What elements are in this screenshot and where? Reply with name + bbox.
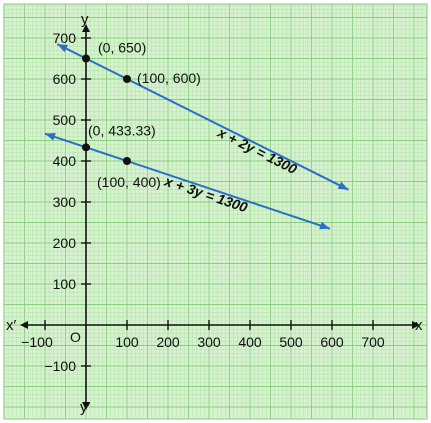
- point-label: (0, 650): [98, 40, 146, 56]
- x-tick-label: 300: [197, 334, 221, 350]
- x-axis-arrow-right: [412, 321, 420, 329]
- point-marker: [123, 157, 131, 165]
- x-tick-label: 100: [115, 334, 139, 350]
- y-tick-label: 600: [53, 71, 77, 87]
- x-tick-label: 600: [320, 334, 344, 350]
- axes: [20, 24, 420, 410]
- points: (0, 650) (100, 600) (0, 433.33) (100, 400): [82, 40, 201, 190]
- point-marker: [82, 143, 90, 152]
- x-axis-label: x: [415, 317, 423, 334]
- x-axis-arrow-left: [20, 321, 28, 329]
- y-axis-arrow-down: [82, 402, 90, 410]
- point-marker: [82, 54, 90, 63]
- y-tick-label: 500: [53, 112, 77, 128]
- series-arrow-end: [337, 181, 349, 190]
- labels: y x x′ y′ O: [6, 11, 423, 416]
- grid: [3, 4, 427, 419]
- y-tick-label: 100: [53, 276, 77, 292]
- y-tick-label: 200: [53, 235, 77, 251]
- y-tick-label: −100: [44, 358, 76, 374]
- point-label: (100, 600): [137, 70, 201, 86]
- y-tick-label: 700: [53, 30, 77, 46]
- x-tick-label: 500: [279, 334, 303, 350]
- point-marker: [123, 75, 131, 83]
- y-tick-label: 300: [53, 194, 77, 210]
- x-tick-label: −100: [21, 334, 53, 350]
- x-axis-negative-label: x′: [6, 317, 17, 334]
- ticks: −100 100 200 300 400 500 600 700 −100 100 200 300 40…: [21, 30, 385, 374]
- point-label: (100, 400): [97, 174, 161, 190]
- series-arrow-end: [319, 221, 330, 230]
- x-tick-label: 700: [361, 334, 385, 350]
- x-tick-label: 400: [238, 334, 262, 350]
- y-axis-label: y: [81, 11, 89, 28]
- series-arrow-start: [45, 133, 56, 141]
- series-line-1: [56, 43, 349, 191]
- series-line-2: [44, 132, 331, 230]
- series-arrow-start: [57, 44, 69, 53]
- origin-label: O: [70, 329, 81, 345]
- x-tick-label: 200: [156, 334, 180, 350]
- y-axis-arrow-up: [82, 24, 90, 32]
- graph-paper: [3, 3, 428, 420]
- y-tick-label: 400: [53, 153, 77, 169]
- point-label: (0, 433.33): [88, 122, 156, 138]
- y-axis-negative-label: y′: [80, 399, 91, 416]
